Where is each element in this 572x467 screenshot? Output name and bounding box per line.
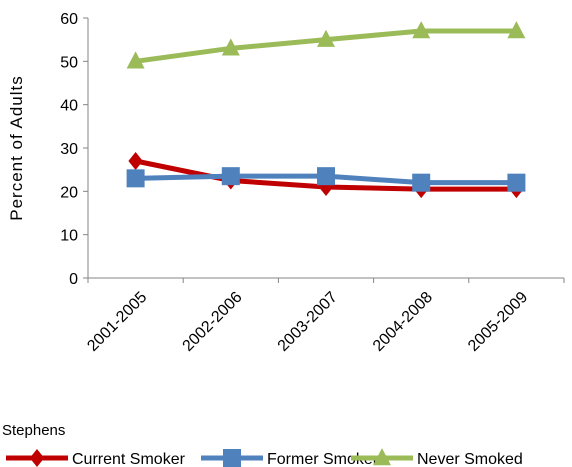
data-point bbox=[126, 51, 145, 69]
data-point bbox=[221, 167, 240, 186]
data-point bbox=[128, 152, 143, 170]
y-tick-label: 40 bbox=[60, 98, 78, 115]
legend-label: Never Smoked bbox=[417, 451, 523, 467]
legend-marker bbox=[223, 449, 241, 467]
y-tick-label: 0 bbox=[69, 271, 78, 288]
y-axis-label: Percent of Adults bbox=[7, 75, 26, 221]
x-tick-label: 2005-2009 bbox=[465, 289, 531, 355]
x-tick-label: 2004-2008 bbox=[370, 289, 436, 355]
legend-marker bbox=[373, 448, 391, 466]
y-tick-label: 50 bbox=[60, 54, 78, 71]
legend: Current Smoker Former Smoker Never Smoked bbox=[6, 448, 523, 467]
data-point bbox=[221, 38, 240, 56]
series-former-smoker bbox=[126, 167, 526, 192]
data-point bbox=[126, 169, 145, 188]
y-tick-label: 20 bbox=[60, 184, 78, 201]
data-point bbox=[507, 21, 526, 39]
data-point bbox=[317, 167, 335, 186]
legend-marker bbox=[29, 449, 45, 467]
series-never-smoked bbox=[126, 21, 526, 69]
legend-item: Current Smoker bbox=[6, 449, 186, 467]
x-tick-label: 2001-2005 bbox=[84, 289, 150, 355]
y-tick-label: 60 bbox=[60, 11, 78, 28]
y-tick-label: 30 bbox=[60, 141, 78, 158]
legend-title: Stephens bbox=[2, 422, 65, 439]
plot-area bbox=[126, 21, 526, 199]
legend-label: Former Smoker bbox=[267, 451, 379, 467]
data-point bbox=[507, 173, 526, 192]
x-axis: 2001-2005 2002-2006 2003-2007 2004-2008 2005… bbox=[84, 277, 565, 355]
y-tick-label: 10 bbox=[60, 228, 78, 245]
x-tick-label: 2002-2006 bbox=[180, 289, 246, 355]
x-tick-label: 2003-2007 bbox=[275, 289, 341, 355]
data-point bbox=[412, 173, 431, 192]
legend-item: Never Smoked bbox=[351, 448, 523, 467]
data-point bbox=[412, 21, 431, 39]
legend-item: Former Smoker bbox=[201, 449, 379, 467]
data-point bbox=[317, 29, 335, 47]
y-axis: 0 10 20 30 40 50 60 bbox=[60, 11, 89, 288]
legend-label: Current Smoker bbox=[72, 451, 186, 467]
